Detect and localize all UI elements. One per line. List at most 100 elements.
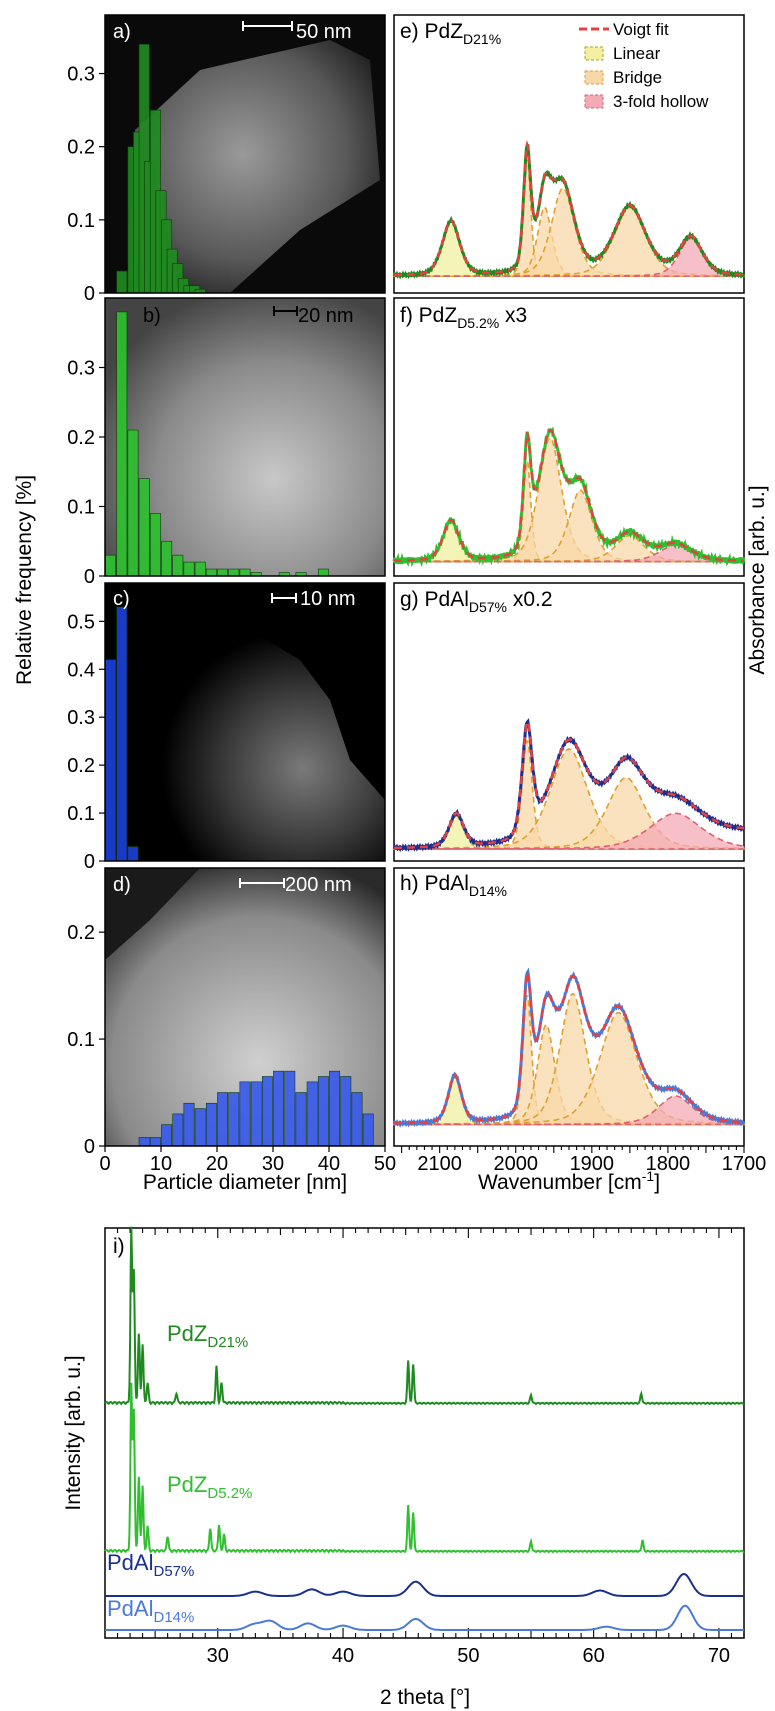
- micrograph-c-particle-region: [150, 630, 385, 861]
- legend-bridge-label: Bridge: [613, 68, 662, 87]
- hist-x-axis-label: Particle diameter [nm]: [143, 1171, 347, 1194]
- ir-panel-h-plot: [392, 967, 746, 1128]
- panel-a-frame: [104, 14, 386, 294]
- xrd-patterns: [104, 1226, 745, 1631]
- micrograph-d-dark-corner: [105, 868, 200, 960]
- legend-hollow-label: 3-fold hollow: [613, 92, 709, 111]
- ir-panel-g-frame: [393, 582, 745, 862]
- ir-h-hollow-peak: [393, 1095, 745, 1126]
- hist-d-bar: [295, 1092, 307, 1147]
- xrd-x-tick-label: 60: [583, 1645, 605, 1667]
- hist-c-y-tick-label: 0.1: [67, 803, 95, 825]
- ir-f-voigt-fit: [393, 428, 744, 562]
- ir-e-bridge-peak: [393, 206, 745, 278]
- hist-d-y-ticks: 0 0.1 0.2: [67, 922, 105, 1158]
- ir-h-spectrum: [392, 967, 746, 1128]
- xrd-x-tick-label: 70: [708, 1645, 730, 1667]
- hist-c-y-tick-label: 0.5: [67, 611, 95, 633]
- hist-b-bar: [239, 568, 251, 577]
- hist-b-bar: [105, 554, 117, 577]
- xrd-pdz-d21-pattern: [104, 1226, 745, 1407]
- hist-d-bar: [362, 1113, 374, 1147]
- ir-x-axis-label: Wavenumber [cm-1]: [478, 1168, 660, 1194]
- legend-hollow-swatch: [584, 94, 604, 109]
- hist-x-tick-label: 40: [318, 1153, 340, 1175]
- hist-d-bar: [205, 1102, 217, 1147]
- hist-a-y-ticks: 0 0.1 0.2 0.3: [67, 64, 105, 305]
- hist-d-bar: [261, 1076, 273, 1147]
- hist-d-bar: [138, 1137, 150, 1147]
- legend-voigt-label: Voigt fit: [613, 20, 669, 39]
- legend-bridge-swatch: [584, 70, 604, 85]
- ir-y-axis-label: Absorbance [arb. u.]: [746, 485, 769, 674]
- ir-x-tick-label: 1800: [646, 1153, 691, 1175]
- xrd-panel-frame: [104, 1227, 745, 1639]
- ir-panel-f-frame: [393, 297, 745, 577]
- hist-c-y-tick-label: 0.3: [67, 707, 95, 729]
- hist-panel-d: d) 200 nm 0 0.1 0.2: [67, 867, 386, 1158]
- xrd-label-pdz-d21: PdZD21%: [167, 1321, 248, 1351]
- ir-x-axis: 2100 2000 1900 1800 1700: [401, 1146, 766, 1175]
- hist-d-bar: [273, 1070, 285, 1147]
- hist-a-y-tick-label: 0: [84, 283, 95, 305]
- hist-d-bar: [340, 1076, 352, 1147]
- hist-d-bar: [228, 1092, 240, 1147]
- xrd-x-axis: 30 40 50 60 70: [116, 1228, 745, 1667]
- hist-b-bar: [138, 478, 150, 577]
- hist-d-bar: [161, 1124, 173, 1147]
- hist-b-bar: [317, 568, 329, 577]
- micrograph-a-particle-region: [130, 40, 380, 293]
- ir-panels: [392, 14, 746, 1147]
- hist-c-bar: [127, 846, 139, 862]
- panel-a-letter: a): [113, 21, 131, 43]
- hist-d-bar: [239, 1081, 251, 1147]
- hist-b-y-tick-label: 0: [84, 566, 95, 588]
- histogram-b-bars: [105, 311, 329, 577]
- xrd-pdal-d14-pattern: [105, 1604, 744, 1631]
- hist-c-y-tick-label: 0: [84, 851, 95, 873]
- hist-d-bar: [284, 1070, 296, 1147]
- hist-x-tick-label: 0: [99, 1153, 110, 1175]
- ir-title-g: g) PdAlD57% x0.2: [400, 588, 553, 615]
- hist-b-y-tick-label: 0.1: [67, 497, 95, 519]
- ir-panel-f-plot: [392, 426, 746, 568]
- xrd-label-pdz-d52: PdZD5.2%: [167, 1472, 252, 1502]
- scale-label-b: 20 nm: [298, 305, 354, 327]
- ir-x-tick-label: 1900: [570, 1153, 615, 1175]
- xrd-x-axis-label: 2 theta [°]: [380, 1686, 470, 1709]
- xrd-pdz-d52-pattern: [104, 1382, 745, 1554]
- hist-b-bar: [172, 554, 184, 577]
- ir-title-f: f) PdZD5.2% x3: [400, 304, 527, 331]
- hist-b-y-tick-label: 0.3: [67, 358, 95, 380]
- hist-b-bar: [127, 429, 139, 577]
- hist-c-y-ticks: 0 0.1 0.2 0.3 0.4 0.5: [67, 611, 105, 873]
- hist-b-bar: [205, 568, 217, 577]
- ir-g-hollow-peak: [393, 812, 745, 850]
- scale-label-c: 10 nm: [300, 588, 356, 610]
- hist-b-bar: [116, 311, 128, 577]
- xrd-label-pdal-d14: PdAlD14%: [107, 1596, 194, 1626]
- ir-f-hollow-peak: [393, 544, 745, 563]
- ir-x-tick-label: 2100: [417, 1153, 462, 1175]
- hist-d-bar: [194, 1108, 206, 1147]
- hist-x-tick-label: 20: [206, 1153, 228, 1175]
- hist-x-tick-label: 50: [374, 1153, 396, 1175]
- ir-panel-g-plot: [392, 718, 746, 853]
- hist-d-y-tick-label: 0.2: [67, 922, 95, 944]
- hist-d-bar: [183, 1102, 195, 1147]
- hist-c-y-tick-label: 0.4: [67, 659, 95, 681]
- xrd-x-tick-label: 50: [457, 1645, 479, 1667]
- ir-e-voigt-fit: [394, 139, 745, 277]
- ir-title-h: h) PdAlD14%: [400, 872, 507, 899]
- hist-d-bar: [250, 1081, 262, 1147]
- hist-panel-a: a) 50 nm 0 0.1 0.2 0.3: [67, 14, 386, 305]
- xrd-panel-letter: i): [113, 1235, 125, 1258]
- panel-c-frame: [104, 582, 386, 862]
- ir-legend: Voigt fit Linear Bridge 3-fold hollow: [579, 20, 709, 111]
- hist-c-y-tick-label: 0.2: [67, 755, 95, 777]
- ir-panel-e-plot: [392, 139, 746, 280]
- hist-x-tick-label: 30: [262, 1153, 284, 1175]
- hist-x-tick-label: 10: [150, 1153, 172, 1175]
- legend-linear-label: Linear: [613, 44, 661, 63]
- hist-d-bar: [149, 1137, 161, 1147]
